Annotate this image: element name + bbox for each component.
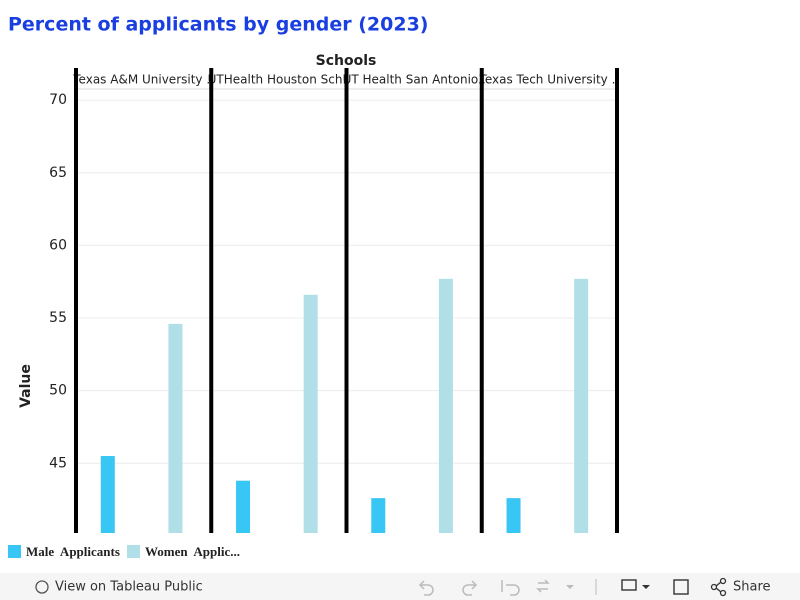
y-tick-label: 65 — [49, 165, 67, 181]
legend-swatch — [8, 545, 21, 558]
share-icon[interactable] — [710, 577, 727, 597]
share-link[interactable]: Share — [733, 580, 771, 595]
legend-label: Women Applic... — [145, 544, 240, 559]
redo-button[interactable] — [462, 580, 478, 596]
x-header-label: Texas Tech University .. — [479, 73, 620, 87]
dropdown[interactable] — [566, 585, 574, 589]
revert-button[interactable] — [501, 580, 520, 596]
y-tick-label: 45 — [49, 455, 67, 471]
bar — [438, 278, 453, 533]
x-header-label: UT Health San Antonio.. — [343, 73, 486, 87]
bar — [303, 294, 318, 533]
legend-label: Male Applicants — [26, 544, 120, 559]
bar — [100, 456, 115, 533]
tableau-icon — [35, 580, 49, 594]
undo-button[interactable] — [418, 580, 434, 596]
y-tick-label: 55 — [49, 310, 67, 326]
y-tick-label: 60 — [49, 237, 67, 253]
view-link[interactable]: View on Tableau Public — [55, 580, 203, 595]
y-axis-title: Value — [18, 364, 34, 408]
dropdown[interactable] — [642, 585, 650, 589]
bar — [371, 498, 386, 533]
bar — [236, 480, 251, 533]
x-header-label: Texas A&M University .. — [72, 73, 214, 87]
x-header-label: UTHealth Houston Sch.. — [208, 73, 350, 87]
chart-title: Percent of applicants by gender (2023) — [8, 14, 429, 36]
bar — [574, 278, 589, 533]
fullscreen-button[interactable] — [673, 579, 689, 595]
y-tick-label: 70 — [49, 92, 67, 108]
bar — [506, 498, 521, 533]
legend-swatch — [127, 545, 140, 558]
bar — [168, 323, 183, 533]
x-axis-title: Schools — [316, 53, 377, 69]
y-tick-label: 50 — [49, 383, 67, 399]
toolbar — [0, 573, 800, 600]
refresh-button[interactable] — [536, 579, 550, 593]
comment-button[interactable] — [621, 579, 637, 591]
